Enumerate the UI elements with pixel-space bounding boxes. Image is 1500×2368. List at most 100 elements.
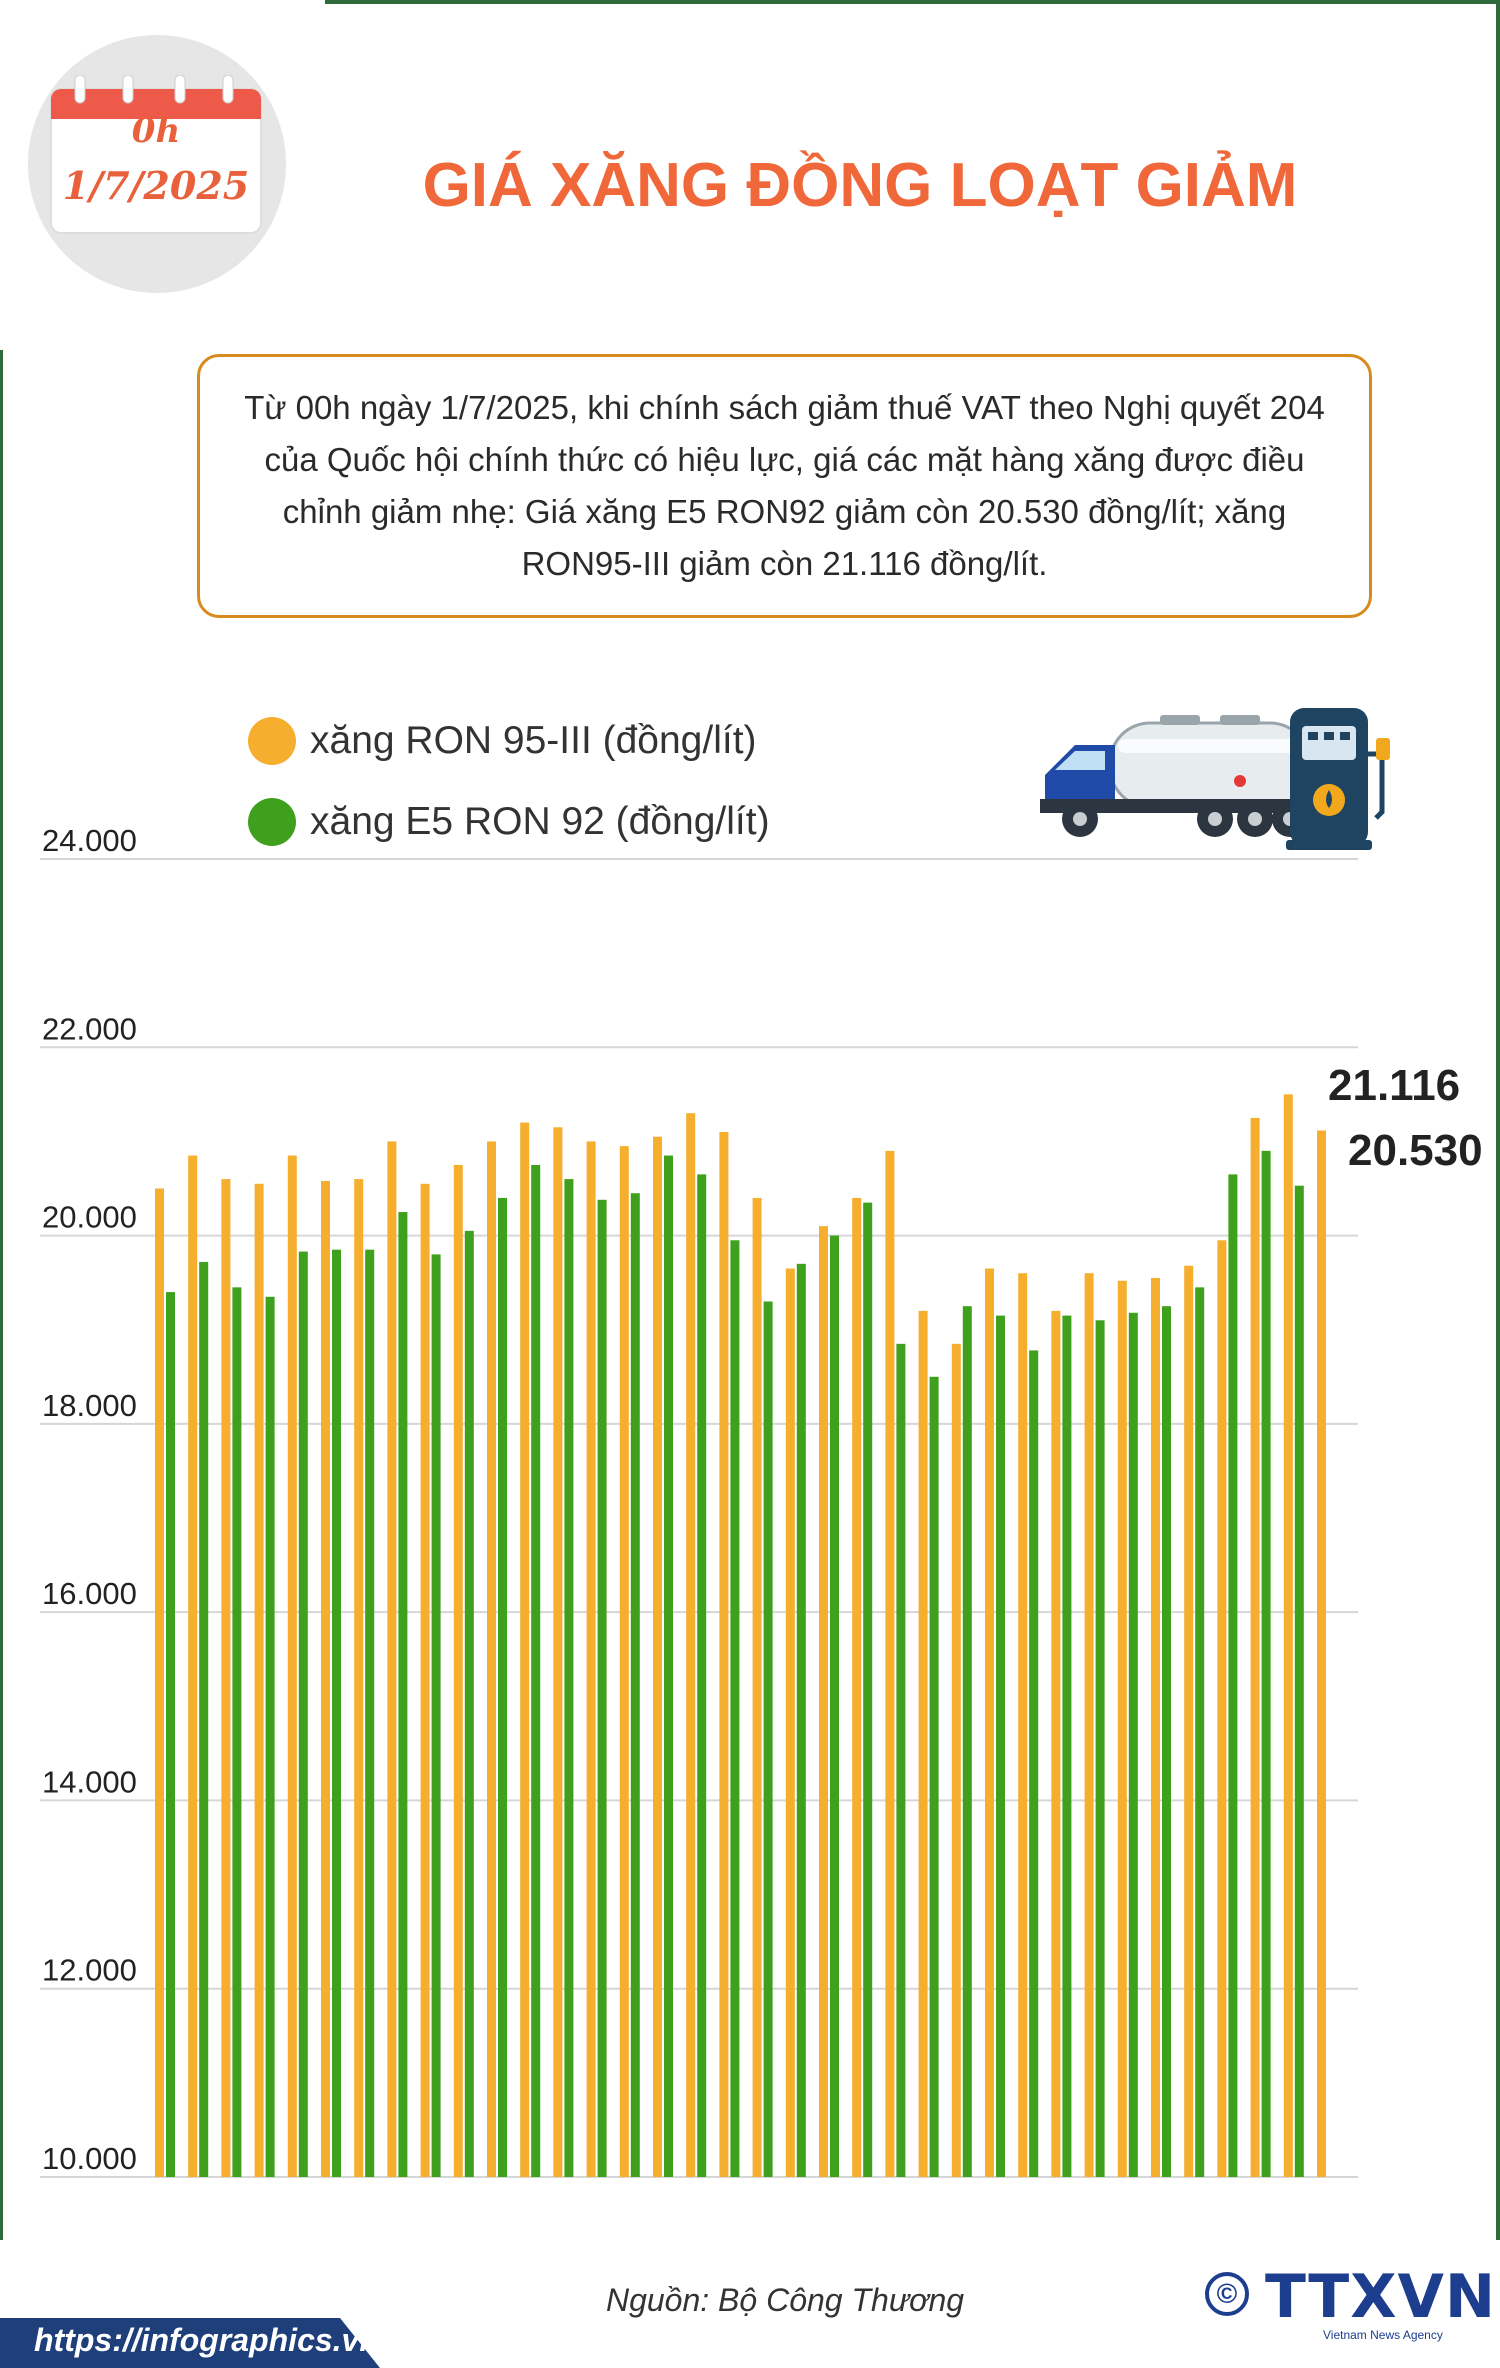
bars bbox=[155, 1094, 1326, 2177]
y-tick-label: 10.000 bbox=[42, 2141, 137, 2176]
calendar-date: 1/7/2025 bbox=[62, 163, 250, 208]
calendar-graphic bbox=[50, 74, 262, 234]
legend-label-e5: xăng E5 RON 92 (đồng/lít) bbox=[310, 800, 770, 843]
y-tick-label: 22.000 bbox=[42, 1011, 137, 1046]
tanker-truck-icon bbox=[1040, 715, 1315, 837]
bar-ron95 bbox=[918, 1310, 928, 2177]
logo-text: TTXVN bbox=[1265, 2262, 1497, 2332]
bar-e5 bbox=[1228, 1174, 1238, 2177]
url-banner bbox=[0, 2318, 380, 2368]
bar-e5 bbox=[1128, 1312, 1138, 2177]
bar-ron95 bbox=[1084, 1273, 1094, 2177]
bar-e5 bbox=[597, 1199, 607, 2177]
description-box: Từ 00h ngày 1/7/2025, khi chính sách giả… bbox=[197, 354, 1372, 618]
y-tick-label: 16.000 bbox=[42, 1576, 137, 1611]
bar-e5 bbox=[564, 1179, 574, 2177]
ttxvn-logo: © TTXVN Vietnam News Agency bbox=[1205, 2262, 1495, 2350]
y-tick-label: 20.000 bbox=[42, 1200, 137, 1235]
bar-e5 bbox=[796, 1263, 806, 2177]
bar-ron95 bbox=[387, 1141, 397, 2177]
bar-ron95 bbox=[752, 1197, 762, 2177]
bar-ron95 bbox=[852, 1197, 862, 2177]
bar-e5 bbox=[1095, 1320, 1105, 2177]
bar-e5 bbox=[464, 1230, 474, 2177]
end-labels: 21.116 20.530 bbox=[1328, 1061, 1483, 1175]
bar-e5 bbox=[265, 1296, 275, 2177]
bar-e5 bbox=[664, 1155, 673, 2177]
bar-ron95 bbox=[1317, 1130, 1326, 2177]
legend-dot-ron95 bbox=[248, 717, 296, 765]
bar-ron95 bbox=[1051, 1310, 1061, 2177]
logo-subtext: Vietnam News Agency bbox=[1323, 2328, 1443, 2342]
calendar-icon: 0h 1/7/2025 bbox=[47, 74, 265, 237]
bar-e5 bbox=[697, 1174, 707, 2177]
bar-ron95 bbox=[586, 1141, 596, 2177]
bar-e5 bbox=[398, 1212, 408, 2177]
bar-e5 bbox=[1261, 1150, 1271, 2177]
bar-ron95 bbox=[985, 1268, 994, 2177]
bar-ron95 bbox=[1151, 1277, 1160, 2177]
bar-ron95 bbox=[1117, 1280, 1127, 2177]
bar-ron95 bbox=[819, 1226, 828, 2177]
bar-e5 bbox=[365, 1249, 375, 2177]
bar-e5 bbox=[929, 1376, 939, 2177]
bar-e5 bbox=[1294, 1185, 1304, 2177]
bar-e5 bbox=[896, 1343, 906, 2177]
end-label-e5: 20.530 bbox=[1348, 1126, 1483, 1175]
end-label-ron95: 21.116 bbox=[1328, 1061, 1460, 1110]
legend-item-e5: xăng E5 RON 92 (đồng/lít) bbox=[248, 797, 770, 847]
bar-e5 bbox=[730, 1240, 740, 2177]
bar-ron95 bbox=[254, 1183, 264, 2177]
bar-e5 bbox=[962, 1306, 972, 2177]
bar-e5 bbox=[996, 1315, 1005, 2177]
bar-ron95 bbox=[354, 1179, 364, 2177]
bar-e5 bbox=[232, 1287, 242, 2177]
bar-ron95 bbox=[1018, 1273, 1028, 2177]
legend-label-ron95: xăng RON 95-III (đồng/lít) bbox=[310, 719, 757, 762]
bar-e5 bbox=[531, 1164, 541, 2177]
legend-dot-e5 bbox=[248, 798, 296, 846]
bar-ron95 bbox=[1184, 1265, 1194, 2177]
bar-ron95 bbox=[487, 1141, 496, 2177]
bar-ron95 bbox=[1250, 1117, 1260, 2177]
legend-item-ron95: xăng RON 95-III (đồng/lít) bbox=[248, 716, 757, 766]
bar-e5 bbox=[1029, 1350, 1039, 2177]
y-axis-ticks: 24.000 22.000 20.000 18.000 16.000 14.000 12.0… bbox=[42, 823, 137, 2176]
bar-ron95 bbox=[1217, 1240, 1227, 2177]
source-note: Nguồn: Bộ Công Thương bbox=[605, 2282, 965, 2318]
bar-e5 bbox=[298, 1251, 308, 2177]
calendar-time: 0h bbox=[131, 111, 181, 151]
frame-top-border bbox=[325, 0, 1500, 4]
bar-e5 bbox=[498, 1197, 507, 2177]
y-tick-label: 18.000 bbox=[42, 1388, 137, 1423]
bar-ron95 bbox=[221, 1179, 231, 2177]
footer-url[interactable]: https://infographics.vn bbox=[34, 2322, 379, 2358]
bar-e5 bbox=[1162, 1306, 1171, 2177]
bar-e5 bbox=[830, 1235, 839, 2177]
bar-e5 bbox=[863, 1202, 873, 2177]
y-tick-label: 12.000 bbox=[42, 1953, 137, 1988]
bar-ron95 bbox=[719, 1132, 729, 2177]
fuel-pump-icon bbox=[1286, 708, 1390, 850]
description-text: Từ 00h ngày 1/7/2025, khi chính sách giả… bbox=[244, 389, 1325, 582]
bar-e5 bbox=[199, 1261, 209, 2177]
bar-ron95 bbox=[619, 1146, 629, 2177]
bar-ron95 bbox=[520, 1122, 530, 2177]
bar-ron95 bbox=[553, 1127, 563, 2177]
frame-right-border bbox=[1496, 0, 1500, 2240]
y-tick-label: 14.000 bbox=[42, 1764, 137, 1799]
bar-ron95 bbox=[420, 1183, 430, 2177]
bar-ron95 bbox=[453, 1164, 463, 2177]
bar-e5 bbox=[630, 1193, 640, 2177]
bar-ron95 bbox=[951, 1343, 961, 2177]
bar-e5 bbox=[332, 1249, 341, 2177]
page-title: GIÁ XĂNG ĐỒNG LOẠT GIẢM bbox=[422, 151, 1298, 220]
y-tick-label: 24.000 bbox=[42, 823, 137, 858]
bar-ron95 bbox=[885, 1150, 895, 2177]
bar-ron95 bbox=[653, 1136, 662, 2177]
bar-ron95 bbox=[287, 1155, 297, 2177]
bar-e5 bbox=[166, 1292, 175, 2177]
bar-ron95 bbox=[1283, 1094, 1293, 2177]
bar-e5 bbox=[1195, 1287, 1205, 2177]
bar-ron95 bbox=[785, 1268, 795, 2177]
